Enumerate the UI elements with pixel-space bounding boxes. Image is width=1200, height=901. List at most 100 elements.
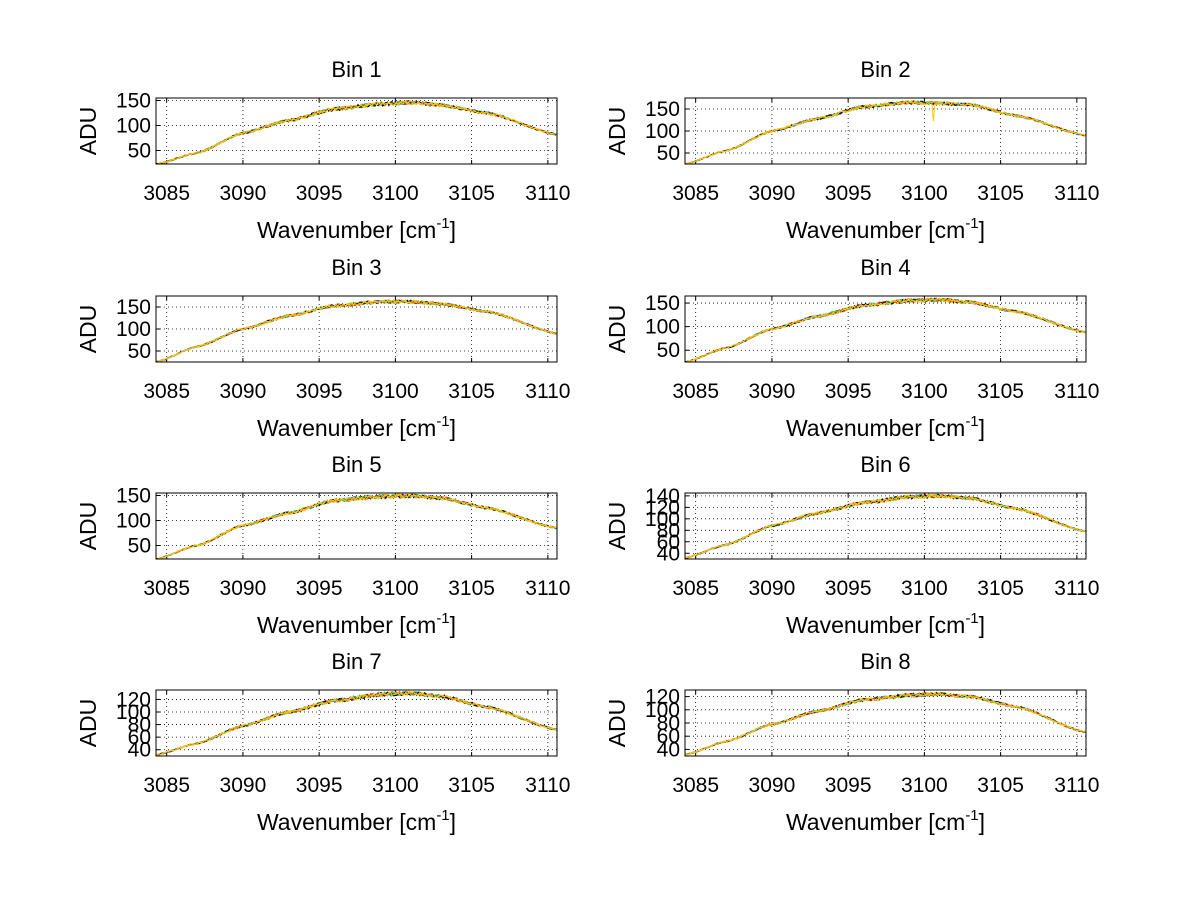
x-axis-label: Wavenumber [cm-1]	[257, 215, 456, 243]
x-axis-label: Wavenumber [cm-1]	[786, 610, 985, 638]
data-trace	[685, 100, 1087, 165]
data-trace	[156, 493, 558, 560]
y-tick-label: 100	[645, 120, 680, 143]
x-axis-label-superscript: -1	[965, 215, 978, 232]
y-tick-label: 150	[116, 90, 151, 113]
x-axis-label-superscript: -1	[965, 413, 978, 430]
x-axis-label: Wavenumber [cm-1]	[257, 413, 456, 441]
y-tick-label: 60	[128, 726, 151, 749]
x-tick-label: 3095	[296, 774, 343, 797]
x-tick-label: 3085	[143, 774, 190, 797]
x-tick-label: 3110	[525, 380, 570, 403]
x-tick-label: 3100	[901, 774, 948, 797]
x-tick-label: 3085	[672, 774, 719, 797]
y-axis-label: ADU	[75, 699, 101, 748]
x-tick-label: 3100	[372, 182, 419, 205]
x-axis-label: Wavenumber [cm-1]	[257, 807, 456, 835]
x-tick-label: 3105	[977, 182, 1024, 205]
x-tick-label: 3110	[1054, 577, 1099, 600]
y-tick-label: 100	[116, 115, 151, 138]
subplot-title: Bin 1	[331, 57, 381, 82]
x-tick-label: 3110	[525, 577, 570, 600]
y-tick-label: 150	[116, 296, 151, 319]
axes-box	[684, 97, 1087, 165]
x-axis-label-bracket: ]	[450, 217, 456, 243]
y-tick-label: 40	[128, 739, 151, 762]
x-tick-label: 3085	[143, 577, 190, 600]
x-tick-label: 3100	[901, 577, 948, 600]
x-axis-label-bracket: ]	[450, 809, 456, 835]
subplot-title: Bin 4	[860, 255, 910, 280]
y-axis-label: ADU	[75, 502, 101, 551]
x-axis-label-text: Wavenumber [cm	[257, 612, 436, 638]
x-tick-label: 3105	[448, 380, 495, 403]
y-tick-label: 150	[116, 485, 151, 508]
y-tick-label: 60	[657, 531, 680, 554]
x-axis-label-superscript: -1	[436, 215, 449, 232]
y-tick-label: 80	[657, 519, 680, 542]
x-tick-label: 3110	[1054, 380, 1099, 403]
x-tick-label: 3090	[220, 182, 267, 205]
x-tick-label: 3090	[749, 380, 796, 403]
x-tick-label: 3095	[296, 380, 343, 403]
x-axis-label-superscript: -1	[965, 610, 978, 627]
y-tick-label: 40	[657, 738, 680, 761]
x-axis-label: Wavenumber [cm-1]	[786, 413, 985, 441]
y-tick-label: 100	[645, 699, 680, 722]
x-tick-label: 3105	[448, 774, 495, 797]
x-tick-label: 3095	[825, 577, 872, 600]
x-tick-label: 3105	[977, 380, 1024, 403]
x-tick-label: 3100	[372, 380, 419, 403]
x-tick-label: 3085	[672, 380, 719, 403]
x-tick-label: 3095	[825, 182, 872, 205]
x-tick-label: 3110	[1054, 182, 1099, 205]
x-tick-label: 3105	[448, 577, 495, 600]
x-axis-label-superscript: -1	[965, 807, 978, 824]
y-tick-label: 150	[645, 292, 680, 315]
data-trace	[156, 299, 558, 363]
x-tick-label: 3090	[220, 577, 267, 600]
x-axis-label-text: Wavenumber [cm	[786, 612, 965, 638]
x-tick-label: 3095	[296, 182, 343, 205]
y-axis-label: ADU	[604, 699, 630, 748]
x-axis-label-bracket: ]	[450, 415, 456, 441]
x-tick-label: 3110	[525, 182, 570, 205]
y-tick-label: 120	[116, 688, 151, 711]
y-tick-label: 50	[657, 339, 680, 362]
x-axis-label-text: Wavenumber [cm	[786, 809, 965, 835]
y-axis-label: ADU	[604, 305, 630, 354]
axes-box	[155, 689, 558, 757]
subplot-title: Bin 7	[331, 649, 381, 674]
x-axis-label: Wavenumber [cm-1]	[257, 610, 456, 638]
x-tick-label: 3085	[143, 380, 190, 403]
axes-box	[155, 492, 558, 560]
x-tick-label: 3100	[372, 774, 419, 797]
data-trace	[155, 690, 558, 756]
data-trace	[684, 691, 1087, 756]
axes-box	[155, 97, 558, 165]
x-axis-label-text: Wavenumber [cm	[786, 217, 965, 243]
x-axis-label-superscript: -1	[436, 807, 449, 824]
x-tick-label: 3090	[220, 774, 267, 797]
x-tick-label: 3110	[525, 774, 570, 797]
x-axis-label-text: Wavenumber [cm	[257, 217, 436, 243]
y-tick-label: 50	[657, 142, 680, 165]
x-tick-label: 3100	[372, 577, 419, 600]
y-axis-label: ADU	[75, 107, 101, 156]
x-tick-label: 3085	[672, 182, 719, 205]
y-tick-label: 120	[645, 496, 680, 519]
y-tick-label: 120	[645, 686, 680, 709]
x-axis-label-superscript: -1	[436, 413, 449, 430]
x-axis-label-bracket: ]	[979, 612, 985, 638]
y-tick-label: 100	[116, 701, 151, 724]
y-tick-label: 50	[128, 535, 151, 558]
subplot-title: Bin 5	[331, 452, 381, 477]
y-axis-label: ADU	[604, 502, 630, 551]
data-trace	[684, 493, 1087, 559]
